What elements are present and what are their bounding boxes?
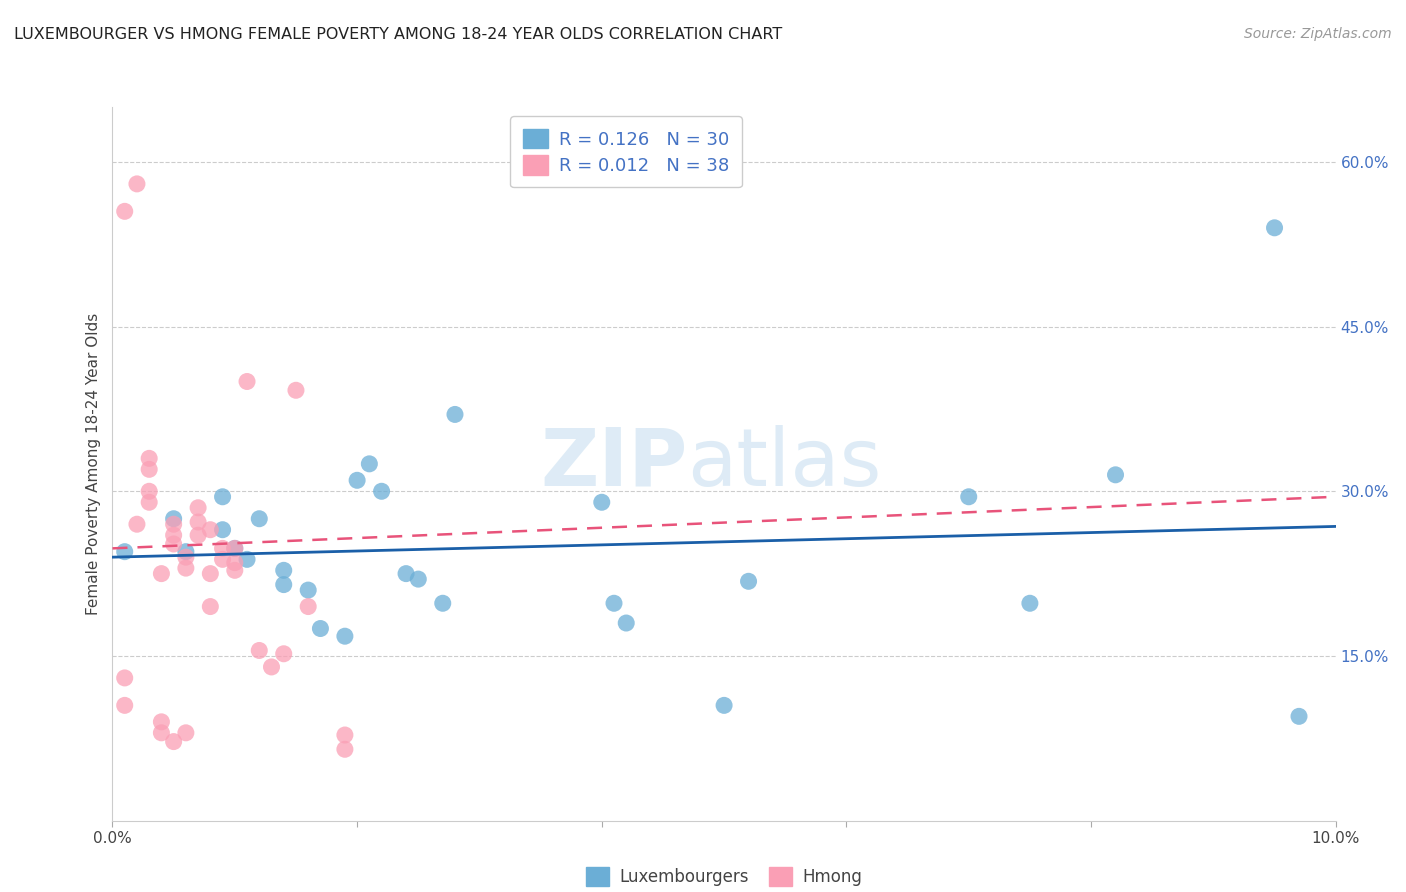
Point (114, 204, 136, 219)
Point (187, 528, 209, 542)
Point (284, 384, 308, 398)
Point (163, 528, 186, 542)
Point (395, 566, 418, 581)
Point (333, 728, 356, 742)
Point (211, 523, 233, 537)
Point (247, 512, 270, 526)
Point (236, 552, 259, 566)
Text: atlas: atlas (688, 425, 882, 503)
Point (174, 550, 197, 565)
Point (138, 484, 160, 499)
Text: ZIP: ZIP (540, 425, 688, 503)
Point (150, 714, 173, 729)
Point (138, 451, 160, 466)
Point (432, 596, 454, 610)
Y-axis label: Female Poverty Among 18-24 Year Olds: Female Poverty Among 18-24 Year Olds (86, 313, 101, 615)
Legend: Luxembourgers, Hmong: Luxembourgers, Hmong (578, 859, 870, 892)
Point (163, 512, 186, 526)
Point (273, 577, 295, 591)
Point (224, 541, 246, 556)
Point (444, 408, 467, 422)
Point (1104, 467, 1126, 482)
Point (114, 698, 136, 713)
Point (187, 500, 209, 515)
Point (297, 599, 319, 614)
Point (614, 615, 637, 630)
Text: LUXEMBOURGER VS HMONG FEMALE POVERTY AMONG 18-24 YEAR OLDS CORRELATION CHART: LUXEMBOURGER VS HMONG FEMALE POVERTY AMO… (14, 27, 782, 42)
Point (224, 563, 246, 577)
Point (163, 734, 186, 748)
Point (1264, 220, 1286, 235)
Point (247, 643, 270, 657)
Point (138, 462, 160, 476)
Point (224, 556, 246, 570)
Point (273, 563, 295, 577)
Point (297, 583, 319, 598)
Point (309, 622, 332, 636)
Point (200, 566, 222, 581)
Point (370, 484, 392, 499)
Point (713, 698, 735, 713)
Point (163, 517, 186, 532)
Point (150, 566, 173, 581)
Point (1288, 709, 1310, 723)
Point (957, 490, 980, 504)
Point (125, 177, 148, 191)
Point (200, 523, 222, 537)
Point (211, 541, 233, 556)
Point (236, 375, 259, 389)
Point (163, 537, 186, 551)
Point (114, 544, 136, 558)
Point (187, 515, 209, 529)
Point (138, 495, 160, 509)
Point (224, 541, 246, 556)
Point (1018, 596, 1040, 610)
Text: Source: ZipAtlas.com: Source: ZipAtlas.com (1244, 27, 1392, 41)
Point (174, 544, 197, 558)
Point (273, 647, 295, 661)
Point (737, 574, 759, 589)
Point (346, 473, 368, 487)
Point (211, 552, 233, 566)
Point (591, 495, 613, 509)
Point (260, 660, 283, 674)
Point (333, 742, 356, 756)
Point (359, 457, 381, 471)
Point (150, 726, 173, 740)
Point (200, 599, 222, 614)
Point (333, 629, 356, 643)
Point (174, 726, 197, 740)
Point (125, 517, 148, 532)
Point (211, 490, 233, 504)
Point (114, 671, 136, 685)
Point (603, 596, 626, 610)
Point (408, 572, 430, 586)
Point (174, 561, 197, 575)
